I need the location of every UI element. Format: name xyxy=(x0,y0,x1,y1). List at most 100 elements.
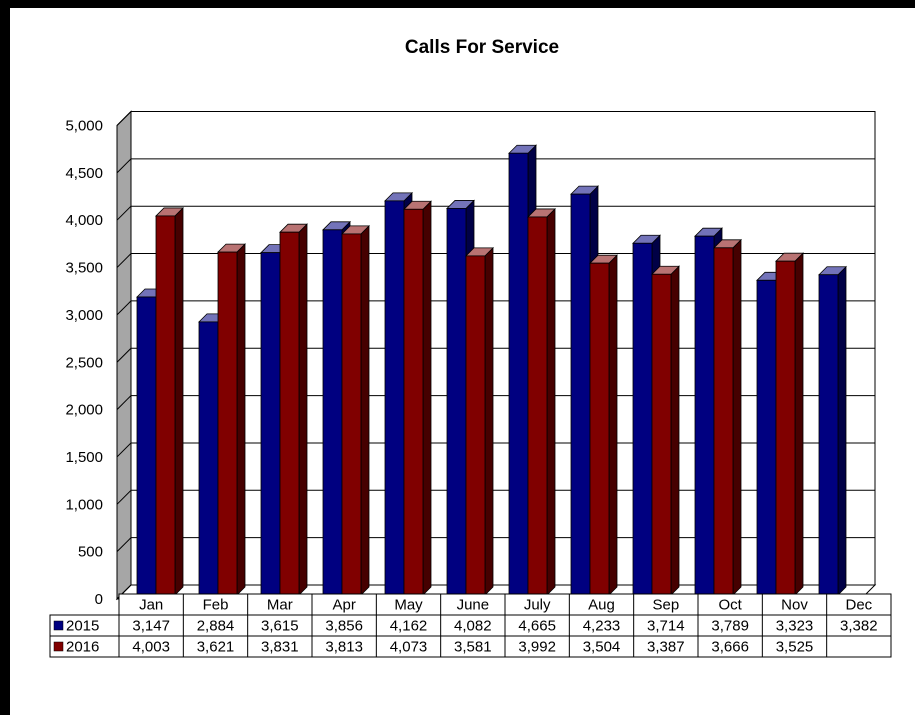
table-category-label: June xyxy=(457,597,490,614)
table-value: 4,665 xyxy=(518,618,556,635)
table-category-label: Sep xyxy=(652,597,679,614)
y-tick-label: 2,000 xyxy=(65,402,103,419)
y-tick-label: 1,000 xyxy=(65,496,103,513)
chart-title: Calls For Service xyxy=(405,37,559,58)
bar-side xyxy=(298,223,308,596)
gridline-side xyxy=(116,489,132,505)
bar-front xyxy=(341,233,362,596)
bar-front xyxy=(570,193,591,596)
table-value: 4,082 xyxy=(454,618,492,635)
bar-front xyxy=(694,235,715,596)
table-category-label: Nov xyxy=(781,597,808,614)
bar-side xyxy=(794,252,804,596)
bar-front xyxy=(775,260,796,596)
bar-front xyxy=(384,200,405,596)
bar-2016-July xyxy=(527,207,556,596)
data-table: Jan Feb Mar Apr May June July Aug Sep Oct Nov Dec 20… xyxy=(49,593,892,658)
y-tick-label: 500 xyxy=(78,544,103,561)
table-value: 3,714 xyxy=(647,618,685,635)
bar-front xyxy=(508,152,529,596)
gridline-side xyxy=(116,537,132,553)
bar-2016-Jan xyxy=(155,206,184,596)
legend-key xyxy=(53,620,64,631)
bar-front xyxy=(527,216,548,596)
y-axis: 0 500 1,000 1,500 2,000 2,500 3,000 3,500 4,000 4… xyxy=(65,118,103,609)
bar-front xyxy=(217,251,238,596)
table-category-label: Aug xyxy=(588,597,615,614)
y-tick-label: 0 xyxy=(95,591,103,608)
bar-front xyxy=(403,208,424,596)
y-tick-label: 5,000 xyxy=(65,118,103,135)
table-value: 3,323 xyxy=(776,618,814,635)
y-tick-label: 3,500 xyxy=(65,260,103,277)
bar-front xyxy=(713,247,734,596)
bars xyxy=(136,144,847,596)
gridline-side xyxy=(116,253,132,268)
table-value: 3,992 xyxy=(518,639,556,656)
table-value: 3,789 xyxy=(711,618,749,635)
bar-side xyxy=(670,265,680,596)
gridline-side xyxy=(116,111,132,126)
bar-front xyxy=(818,274,839,596)
bar-front xyxy=(756,279,777,596)
bar-side xyxy=(422,200,432,596)
bar-side xyxy=(360,224,370,596)
bar-2016-Aug xyxy=(589,254,618,596)
table-value: 4,162 xyxy=(390,618,428,635)
table-category-label: Jan xyxy=(139,597,163,614)
table-value: 2,884 xyxy=(197,618,235,635)
table-category-label: Apr xyxy=(332,597,355,614)
bar-2016-Sep xyxy=(651,265,680,596)
gridline-side xyxy=(116,442,132,458)
table-value: 3,666 xyxy=(711,639,749,656)
table-category-label: Oct xyxy=(718,597,742,614)
bar-side xyxy=(236,243,246,596)
bar-front xyxy=(198,321,219,596)
bar-2016-Oct xyxy=(713,238,742,596)
gridline-side xyxy=(116,300,132,316)
bar-front xyxy=(632,242,653,596)
y-tick-label: 4,500 xyxy=(65,165,103,182)
table-value: 3,525 xyxy=(776,639,814,656)
y-tick-label: 3,000 xyxy=(65,307,103,324)
legend-label: 2015 xyxy=(66,618,99,635)
gridline-side xyxy=(116,347,132,363)
legend-label: 2016 xyxy=(66,639,99,656)
chart-frame: Calls For Service 0 500 1,000 1,500 2,000 2,5… xyxy=(10,8,915,715)
bar-2016-Mar xyxy=(279,223,308,596)
chart-svg: Calls For Service 0 500 1,000 1,500 2,000 2,5… xyxy=(49,37,892,658)
y-tick-label: 1,500 xyxy=(65,449,103,466)
bar-2016-May xyxy=(403,200,432,596)
bar-side xyxy=(608,254,618,596)
bar-front xyxy=(260,252,281,596)
y-tick-label: 4,000 xyxy=(65,212,103,229)
table-value: 3,147 xyxy=(132,618,170,635)
bar-side xyxy=(546,207,556,596)
bar-side xyxy=(174,206,184,596)
table-value: 4,233 xyxy=(583,618,621,635)
table-value: 4,073 xyxy=(390,639,428,656)
bar-2016-Feb xyxy=(217,243,246,596)
gridline-side xyxy=(116,395,132,410)
table-category-label: Feb xyxy=(203,597,229,614)
bar-front xyxy=(651,273,672,596)
table-category-label: Mar xyxy=(267,597,293,614)
table-value: 4,003 xyxy=(132,639,170,656)
bar-2016-Apr xyxy=(341,224,370,596)
table-category-label: July xyxy=(524,597,551,614)
table-value: 3,581 xyxy=(454,639,492,656)
table-value: 3,621 xyxy=(197,639,235,656)
bar-front xyxy=(279,231,300,596)
gridline-side xyxy=(116,158,132,174)
plot-area xyxy=(115,110,877,601)
bar-side xyxy=(484,246,494,596)
gridline-side xyxy=(116,205,132,221)
bar-side xyxy=(732,238,742,596)
bar-2015-Dec xyxy=(818,265,847,596)
table-value: 3,813 xyxy=(325,639,363,656)
bar-side xyxy=(837,265,847,596)
y-tick-label: 2,500 xyxy=(65,354,103,371)
bar-front xyxy=(446,208,467,596)
bar-2016-Nov xyxy=(775,252,804,596)
table-value: 3,615 xyxy=(261,618,299,635)
